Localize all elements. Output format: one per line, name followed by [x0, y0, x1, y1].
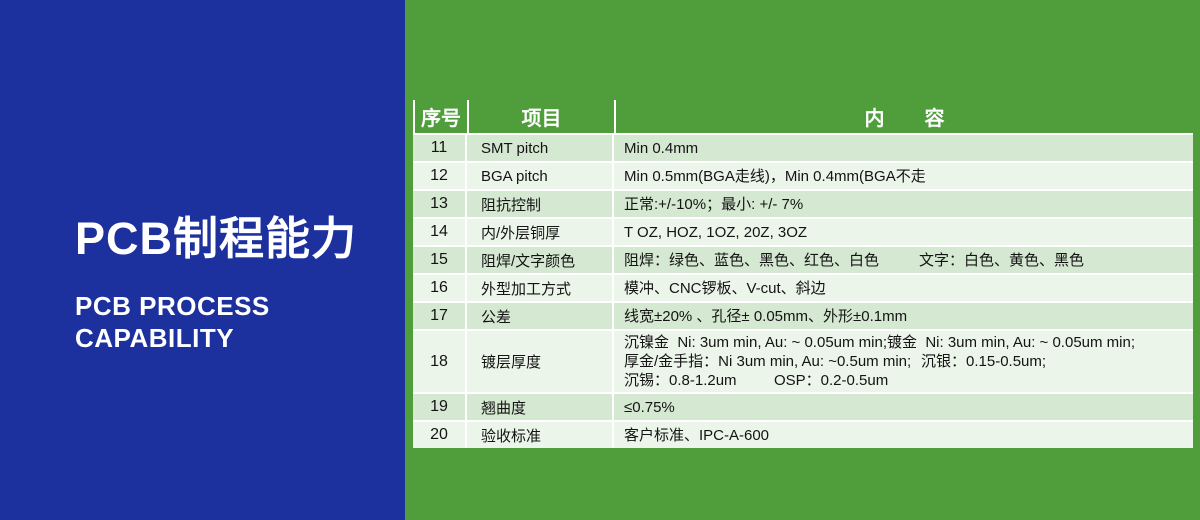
- header-no: 序号: [415, 100, 467, 133]
- left-panel-content: PCB制程能力 PCB PROCESS CAPABILITY: [75, 214, 357, 354]
- content-text: 镀金 Ni: 3um min, Au: ~ 0.05um min;: [887, 334, 1136, 351]
- row-content: 客户标准、IPC-A-600: [614, 422, 1193, 448]
- table-row: 18 镀层厚度 沉镍金 Ni: 3um min, Au: ~ 0.05um mi…: [413, 331, 1193, 392]
- row-number: 11: [413, 135, 465, 161]
- row-item: 镀层厚度: [467, 331, 612, 392]
- content-text: 厚金/金手指：Ni 3um min, Au: ~0.5um min;: [624, 353, 912, 370]
- content-text: 线宽±20% 、孔径± 0.05mm、外形±0.1mm: [624, 307, 908, 325]
- table-header: 序号 项目 内 容: [413, 100, 1193, 133]
- content-text: 沉锡：0.8-1.2um: [624, 372, 737, 389]
- content-text: 正常:+/-10%；最小: +/- 7%: [624, 195, 804, 213]
- row-number: 17: [413, 303, 465, 329]
- table-row: 14 内/外层铜厚 T OZ, HOZ, 1OZ, 20Z, 3OZ: [413, 219, 1193, 245]
- content-text: 客户标准、IPC-A-600: [624, 426, 770, 444]
- content-text: 沉镍金 Ni: 3um min, Au: ~ 0.05um min;: [624, 334, 888, 351]
- page-subtitle: PCB PROCESS CAPABILITY: [75, 290, 357, 354]
- row-item: 阻抗控制: [467, 191, 612, 217]
- subtitle-line-1: PCB PROCESS: [75, 290, 270, 321]
- row-number: 18: [413, 331, 465, 392]
- row-content: 沉镍金 Ni: 3um min, Au: ~ 0.05um min;镀金 Ni:…: [614, 331, 1193, 392]
- row-item: 阻焊/文字颜色: [467, 247, 612, 273]
- table-row: 15 阻焊/文字颜色 阻焊：绿色、蓝色、黑色、红色、白色 文字：白色、黄色、黑色: [413, 247, 1193, 273]
- table-row: 13 阻抗控制 正常:+/-10%；最小: +/- 7%: [413, 191, 1193, 217]
- content-text: T OZ, HOZ, 1OZ, 20Z, 3OZ: [624, 223, 808, 241]
- row-number: 13: [413, 191, 465, 217]
- header-item: 项目: [469, 100, 614, 133]
- row-content: T OZ, HOZ, 1OZ, 20Z, 3OZ: [614, 219, 1193, 245]
- row-item: 验收标准: [467, 422, 612, 448]
- table-row: 20 验收标准 客户标准、IPC-A-600: [413, 422, 1193, 448]
- row-content: ≤0.75%: [614, 394, 1193, 420]
- row-content: Min 0.4mm: [614, 135, 1193, 161]
- row-item: SMT pitch: [467, 135, 612, 161]
- content-text: Min 0.5mm(BGA走线)，Min 0.4mm(BGA不走: [624, 167, 926, 185]
- table-row: 16 外型加工方式 模冲、CNC锣板、V-cut、斜边: [413, 275, 1193, 301]
- row-item: 公差: [467, 303, 612, 329]
- row-number: 14: [413, 219, 465, 245]
- content-text: Min 0.4mm: [624, 139, 699, 157]
- content-text: 沉银：0.15-0.5um;: [921, 353, 1047, 370]
- row-item: BGA pitch: [467, 163, 612, 189]
- content-text: ≤0.75%: [624, 398, 675, 416]
- row-item: 内/外层铜厚: [467, 219, 612, 245]
- row-number: 16: [413, 275, 465, 301]
- table-row: 11 SMT pitch Min 0.4mm: [413, 135, 1193, 161]
- row-content: 线宽±20% 、孔径± 0.05mm、外形±0.1mm: [614, 303, 1193, 329]
- row-number: 20: [413, 422, 465, 448]
- content-text: 模冲、CNC锣板、V-cut、斜边: [624, 279, 826, 297]
- row-number: 15: [413, 247, 465, 273]
- content-text: 文字：白色、黄色、黑色: [919, 251, 1085, 269]
- row-item: 外型加工方式: [467, 275, 612, 301]
- page-title: PCB制程能力: [75, 213, 358, 264]
- left-panel: PCB制程能力 PCB PROCESS CAPABILITY: [0, 0, 405, 520]
- table-row: 12 BGA pitch Min 0.5mm(BGA走线)，Min 0.4mm(…: [413, 163, 1193, 189]
- row-number: 12: [413, 163, 465, 189]
- capability-table: 序号 项目 内 容 11 SMT pitch Min 0.4mm 12 BGA …: [413, 100, 1193, 448]
- row-number: 19: [413, 394, 465, 420]
- table-row: 19 翘曲度 ≤0.75%: [413, 394, 1193, 420]
- row-content: 模冲、CNC锣板、V-cut、斜边: [614, 275, 1193, 301]
- row-content: Min 0.5mm(BGA走线)，Min 0.4mm(BGA不走: [614, 163, 1193, 189]
- table-row: 17 公差 线宽±20% 、孔径± 0.05mm、外形±0.1mm: [413, 303, 1193, 329]
- content-text: 阻焊：绿色、蓝色、黑色、红色、白色: [624, 251, 880, 269]
- subtitle-line-2: CAPABILITY: [75, 322, 235, 353]
- row-item: 翘曲度: [467, 394, 612, 420]
- row-content: 阻焊：绿色、蓝色、黑色、红色、白色 文字：白色、黄色、黑色: [614, 247, 1193, 273]
- row-content: 正常:+/-10%；最小: +/- 7%: [614, 191, 1193, 217]
- content-text: OSP：0.2-0.5um: [774, 372, 889, 389]
- header-content: 内 容: [616, 100, 1193, 133]
